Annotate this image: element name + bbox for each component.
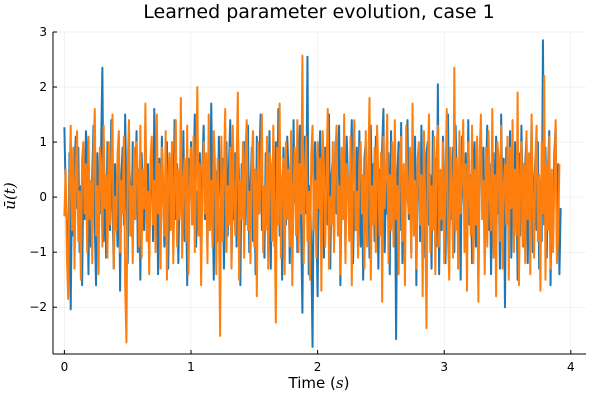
y-tick-label-4: 2 — [39, 80, 47, 94]
y-tick-label-3: 1 — [39, 135, 47, 149]
y-ticks: −2 −1 0 1 2 3 — [29, 25, 57, 314]
series-line-2 — [63, 54, 561, 344]
y-tick-label-2: 0 — [39, 190, 47, 204]
x-tick-label-1: 1 — [187, 360, 195, 374]
x-tick-label-4: 4 — [567, 360, 575, 374]
x-tick-label-2: 2 — [314, 360, 322, 374]
x-axis-label-text: Time ( — [288, 374, 336, 392]
x-tick-label-3: 3 — [440, 360, 448, 374]
y-tick-label-1: −1 — [29, 245, 47, 259]
x-axis-label: Time (s) — [288, 374, 350, 392]
axis-frame — [52, 32, 586, 355]
y-axis-label: ū(t) — [1, 182, 19, 210]
chart-title: Learned parameter evolution, case 1 — [143, 1, 494, 23]
x-tick-label-0: 0 — [61, 360, 69, 374]
y-tick-label-0: −2 — [29, 300, 47, 314]
x-ticks: 0 1 2 3 4 — [61, 350, 575, 374]
x-axis-label-close: ) — [344, 374, 350, 392]
x-axis-label-unit: s — [336, 374, 344, 392]
series-group — [63, 39, 562, 348]
y-tick-label-5: 3 — [39, 25, 47, 39]
